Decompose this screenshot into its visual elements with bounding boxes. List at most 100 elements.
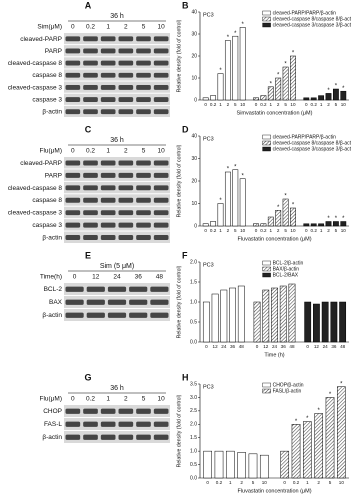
- y-tick-label: 1.5: [190, 279, 197, 285]
- band: [65, 210, 81, 216]
- bar: [321, 301, 329, 343]
- band: [153, 84, 169, 90]
- legend-swatch: [262, 272, 271, 278]
- x-tick-label: 0: [204, 228, 207, 233]
- band: [100, 36, 116, 42]
- bar: [282, 198, 289, 227]
- band: [153, 185, 169, 191]
- y-tick-label: 30: [191, 31, 197, 37]
- bar: [237, 285, 245, 343]
- band: [136, 408, 151, 414]
- panel-letter: B: [182, 0, 189, 10]
- y-tick-label: 0.5: [190, 462, 197, 468]
- band: [83, 185, 98, 191]
- band: [118, 36, 134, 42]
- band: [100, 97, 116, 102]
- blot-strip: [64, 206, 170, 219]
- band: [65, 185, 81, 191]
- legend-swatch: [262, 260, 271, 266]
- band: [153, 36, 169, 42]
- row-label: β-actin: [42, 434, 62, 441]
- band: [83, 84, 98, 90]
- bar: [332, 88, 339, 101]
- band: [118, 48, 134, 54]
- y-tick-label: 40: [191, 9, 197, 15]
- band: [100, 185, 116, 191]
- band: [153, 109, 169, 115]
- y-tick-label: 20: [191, 178, 197, 184]
- band: [83, 109, 98, 115]
- bar: [318, 95, 325, 101]
- row-label: caspase 3: [32, 97, 62, 104]
- band: [153, 222, 169, 228]
- lane-label: 0: [71, 396, 75, 403]
- y-tick-label: 0.0: [190, 339, 197, 345]
- band: [118, 197, 134, 203]
- row-label: cleaved-caspase 8: [8, 60, 63, 67]
- band: [100, 72, 116, 78]
- significance: *: [292, 51, 295, 57]
- bar: [304, 301, 312, 343]
- bar: [275, 77, 282, 101]
- x-tick-label: 1: [219, 228, 222, 233]
- x-tick-label: 10: [240, 228, 246, 233]
- x-tick-label: 5: [252, 480, 255, 485]
- band: [100, 421, 116, 427]
- x-axis-label: Fluvastatin concentration (μM): [237, 236, 311, 242]
- band: [136, 72, 151, 78]
- lane-label: 10: [158, 148, 166, 155]
- y-tick-label: 3.0: [190, 395, 197, 401]
- bar: [280, 450, 290, 479]
- x-tick-label: 1: [306, 480, 309, 485]
- band: [100, 222, 116, 228]
- band: [136, 36, 151, 42]
- legend-swatch: [262, 16, 271, 22]
- lane-label: 1: [106, 24, 110, 31]
- x-tick-label: 24: [272, 344, 278, 349]
- lane-label: 0.2: [86, 24, 95, 31]
- x-tick-label: 24: [323, 344, 329, 349]
- band: [136, 60, 151, 66]
- bar: [210, 221, 217, 227]
- band: [65, 97, 81, 102]
- blot-strip: [64, 93, 170, 105]
- bar: [325, 221, 332, 227]
- x-tick-label: 10: [341, 102, 347, 107]
- blot-strip: [64, 81, 170, 93]
- band: [65, 84, 81, 90]
- band: [100, 408, 116, 414]
- significance: *: [292, 203, 295, 209]
- legend-swatch: [262, 10, 271, 16]
- y-tick-label: 40: [191, 133, 197, 139]
- x-tick-label: 0: [305, 228, 308, 233]
- band: [153, 434, 169, 440]
- bar: [217, 203, 224, 227]
- band: [65, 197, 81, 203]
- band: [83, 60, 98, 66]
- x-tick-label: 0: [283, 480, 286, 485]
- blot-strip: [64, 57, 170, 69]
- significance: *: [277, 205, 280, 211]
- legend-label: cleaved-caspase 8/caspase 8/β-actin: [273, 140, 351, 146]
- significance: *: [340, 381, 343, 387]
- x-tick-label: 10: [290, 228, 296, 233]
- band: [65, 60, 81, 66]
- band: [83, 36, 98, 42]
- x-tick-label: 12: [213, 344, 219, 349]
- band: [86, 299, 105, 305]
- bar: [340, 221, 347, 227]
- band: [118, 84, 134, 90]
- bar: [290, 55, 296, 101]
- significance: *: [327, 216, 330, 222]
- x-tick-label: 10: [240, 102, 246, 107]
- x-tick-label: 2: [240, 480, 243, 485]
- bar: [260, 95, 267, 101]
- band: [83, 48, 98, 54]
- x-tick-label: 0.2: [216, 480, 223, 485]
- band: [118, 210, 134, 216]
- x-tick-label: 2: [277, 102, 280, 107]
- row-label: β-actin: [42, 235, 62, 242]
- x-tick-label: 5: [284, 102, 287, 107]
- significance: *: [234, 31, 237, 37]
